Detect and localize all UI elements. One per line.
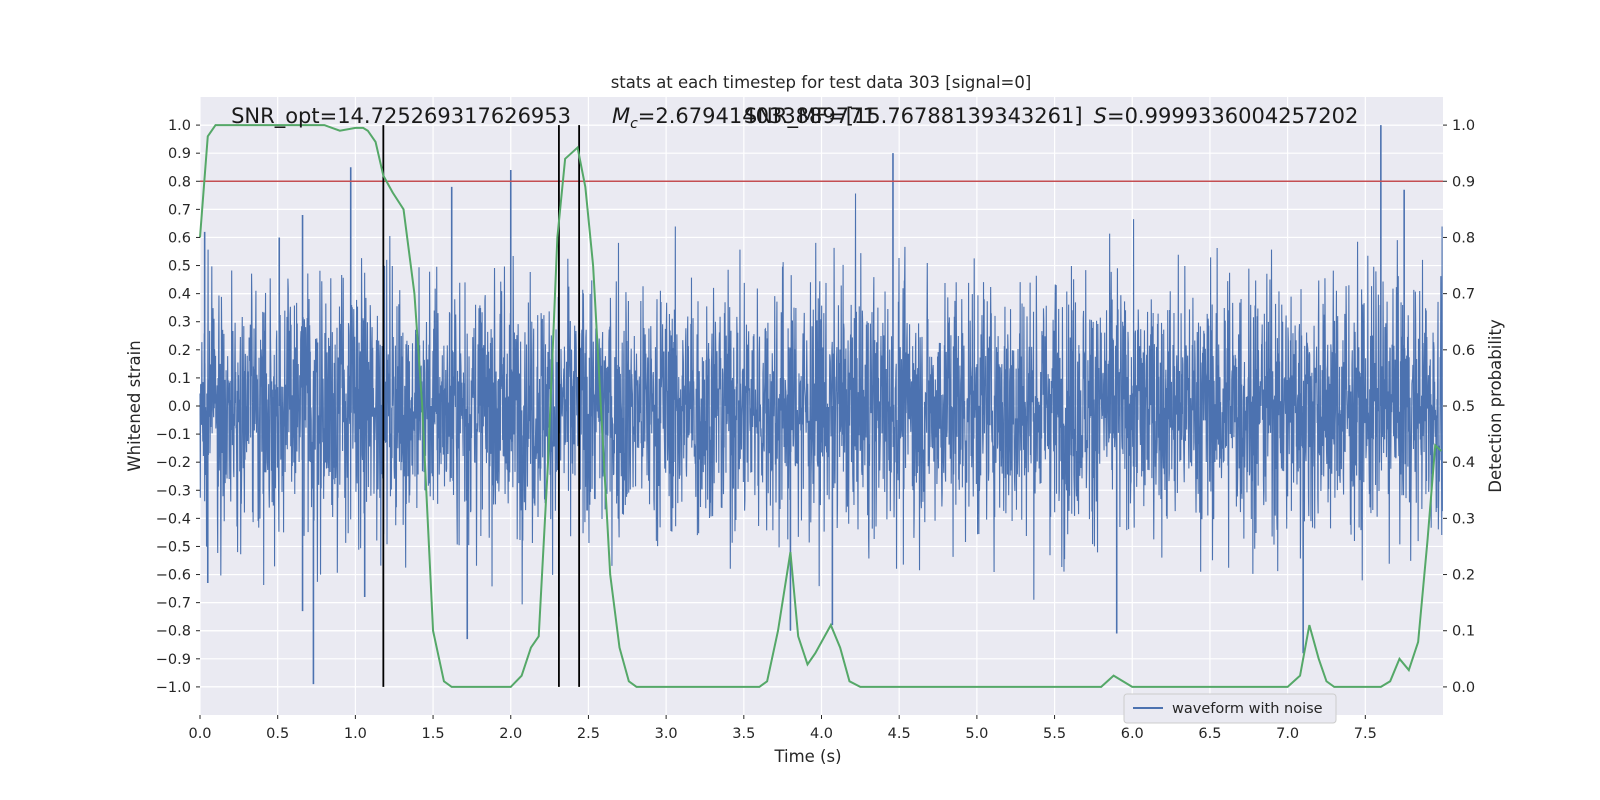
- tick-labels: 0.0 0.5 1.0 1.5 2.0 2.5 3.0 3.5 4.0 4.5 5.0 5.5 6.0 6…: [156, 118, 1475, 742]
- y-left-tick-label: −0.4: [156, 511, 191, 527]
- y-right-tick-label: 0.9: [1452, 174, 1475, 190]
- y-left-tick-label: −0.8: [156, 624, 191, 640]
- y-left-tick-label: 0.7: [168, 202, 191, 218]
- y-right-tick-label: 0.0: [1452, 680, 1475, 696]
- y-axis-label-right: Detection probability: [1486, 319, 1505, 493]
- probability-series: [199, 124, 1443, 688]
- x-tick-label: 0.5: [266, 726, 289, 742]
- legend: waveform with noise: [1123, 693, 1337, 724]
- y-left-tick-label: 0.6: [168, 230, 191, 246]
- y-right-tick-label: 0.8: [1452, 230, 1475, 246]
- y-left-tick-label: 0.9: [168, 146, 191, 162]
- y-left-tick-label: 0.5: [168, 259, 191, 275]
- x-axis-label: Time (s): [773, 747, 841, 766]
- y-right-tick-label: 0.7: [1452, 287, 1475, 303]
- legend-box: [1123, 693, 1337, 724]
- x-tick-label: 3.0: [655, 726, 678, 742]
- x-tick-label: 2.5: [577, 726, 600, 742]
- annotation-text: SNR_opt=14.725269317626953: [231, 104, 571, 129]
- x-tick-label: 1.5: [422, 726, 445, 742]
- x-tick-label: 4.5: [888, 726, 911, 742]
- x-tick-label: 7.0: [1276, 726, 1299, 742]
- chart-title: stats at each timestep for test data 303…: [611, 73, 1032, 92]
- annotation-text: Mc=2.679414033889771: [612, 104, 876, 132]
- x-tick-label: 4.0: [810, 726, 833, 742]
- waveform-series: [199, 125, 1443, 685]
- y-left-tick-label: 0.3: [168, 315, 191, 331]
- y-right-tick-label: 0.3: [1452, 511, 1475, 527]
- x-tick-label: 0.0: [188, 726, 211, 742]
- y-left-tick-label: 1.0: [168, 118, 191, 134]
- y-left-tick-label: −0.7: [156, 596, 191, 612]
- y-right-tick-label: 0.2: [1452, 568, 1475, 584]
- x-tick-label: 1.0: [344, 726, 367, 742]
- legend-label: waveform with noise: [1172, 701, 1323, 717]
- y-left-tick-label: 0.1: [168, 371, 191, 387]
- y-left-tick-label: 0.0: [168, 399, 191, 415]
- y-left-tick-label: 0.2: [168, 343, 191, 359]
- y-right-tick-label: 0.1: [1452, 624, 1475, 640]
- probability-line: [199, 124, 1443, 688]
- waveform-line: [199, 193, 1443, 605]
- x-tick-label: 7.5: [1354, 726, 1377, 742]
- x-tick-label: 5.5: [1043, 726, 1066, 742]
- x-tick-label: 6.0: [1121, 726, 1144, 742]
- y-right-tick-label: 1.0: [1452, 118, 1475, 134]
- annotations: SNR_opt=14.725269317626953 Mc=2.679414033…: [231, 104, 1358, 132]
- y-right-tick-label: 0.5: [1452, 399, 1475, 415]
- y-left-tick-label: −1.0: [156, 680, 191, 696]
- x-tick-label: 5.0: [965, 726, 988, 742]
- x-tick-label: 3.5: [732, 726, 755, 742]
- x-tick-label: 2.0: [499, 726, 522, 742]
- y-left-tick-label: −0.3: [156, 483, 191, 499]
- y-right-tick-label: 0.4: [1452, 455, 1475, 471]
- annotation-text: S=0.9999336004257202: [1094, 104, 1359, 128]
- y-left-tick-label: 0.4: [168, 287, 191, 303]
- y-left-tick-label: −0.9: [156, 652, 191, 668]
- y-left-tick-label: −0.1: [156, 427, 191, 443]
- y-left-tick-label: −0.2: [156, 455, 191, 471]
- y-right-tick-label: 0.6: [1452, 343, 1475, 359]
- y-left-tick-label: −0.6: [156, 568, 191, 584]
- x-tick-label: 6.5: [1198, 726, 1221, 742]
- annotation-text: SNR_MF=[15.76788139343261]: [744, 104, 1083, 129]
- y-left-tick-label: −0.5: [156, 539, 191, 555]
- y-axis-label-left: Whitened strain: [125, 340, 144, 471]
- y-left-tick-label: 0.8: [168, 174, 191, 190]
